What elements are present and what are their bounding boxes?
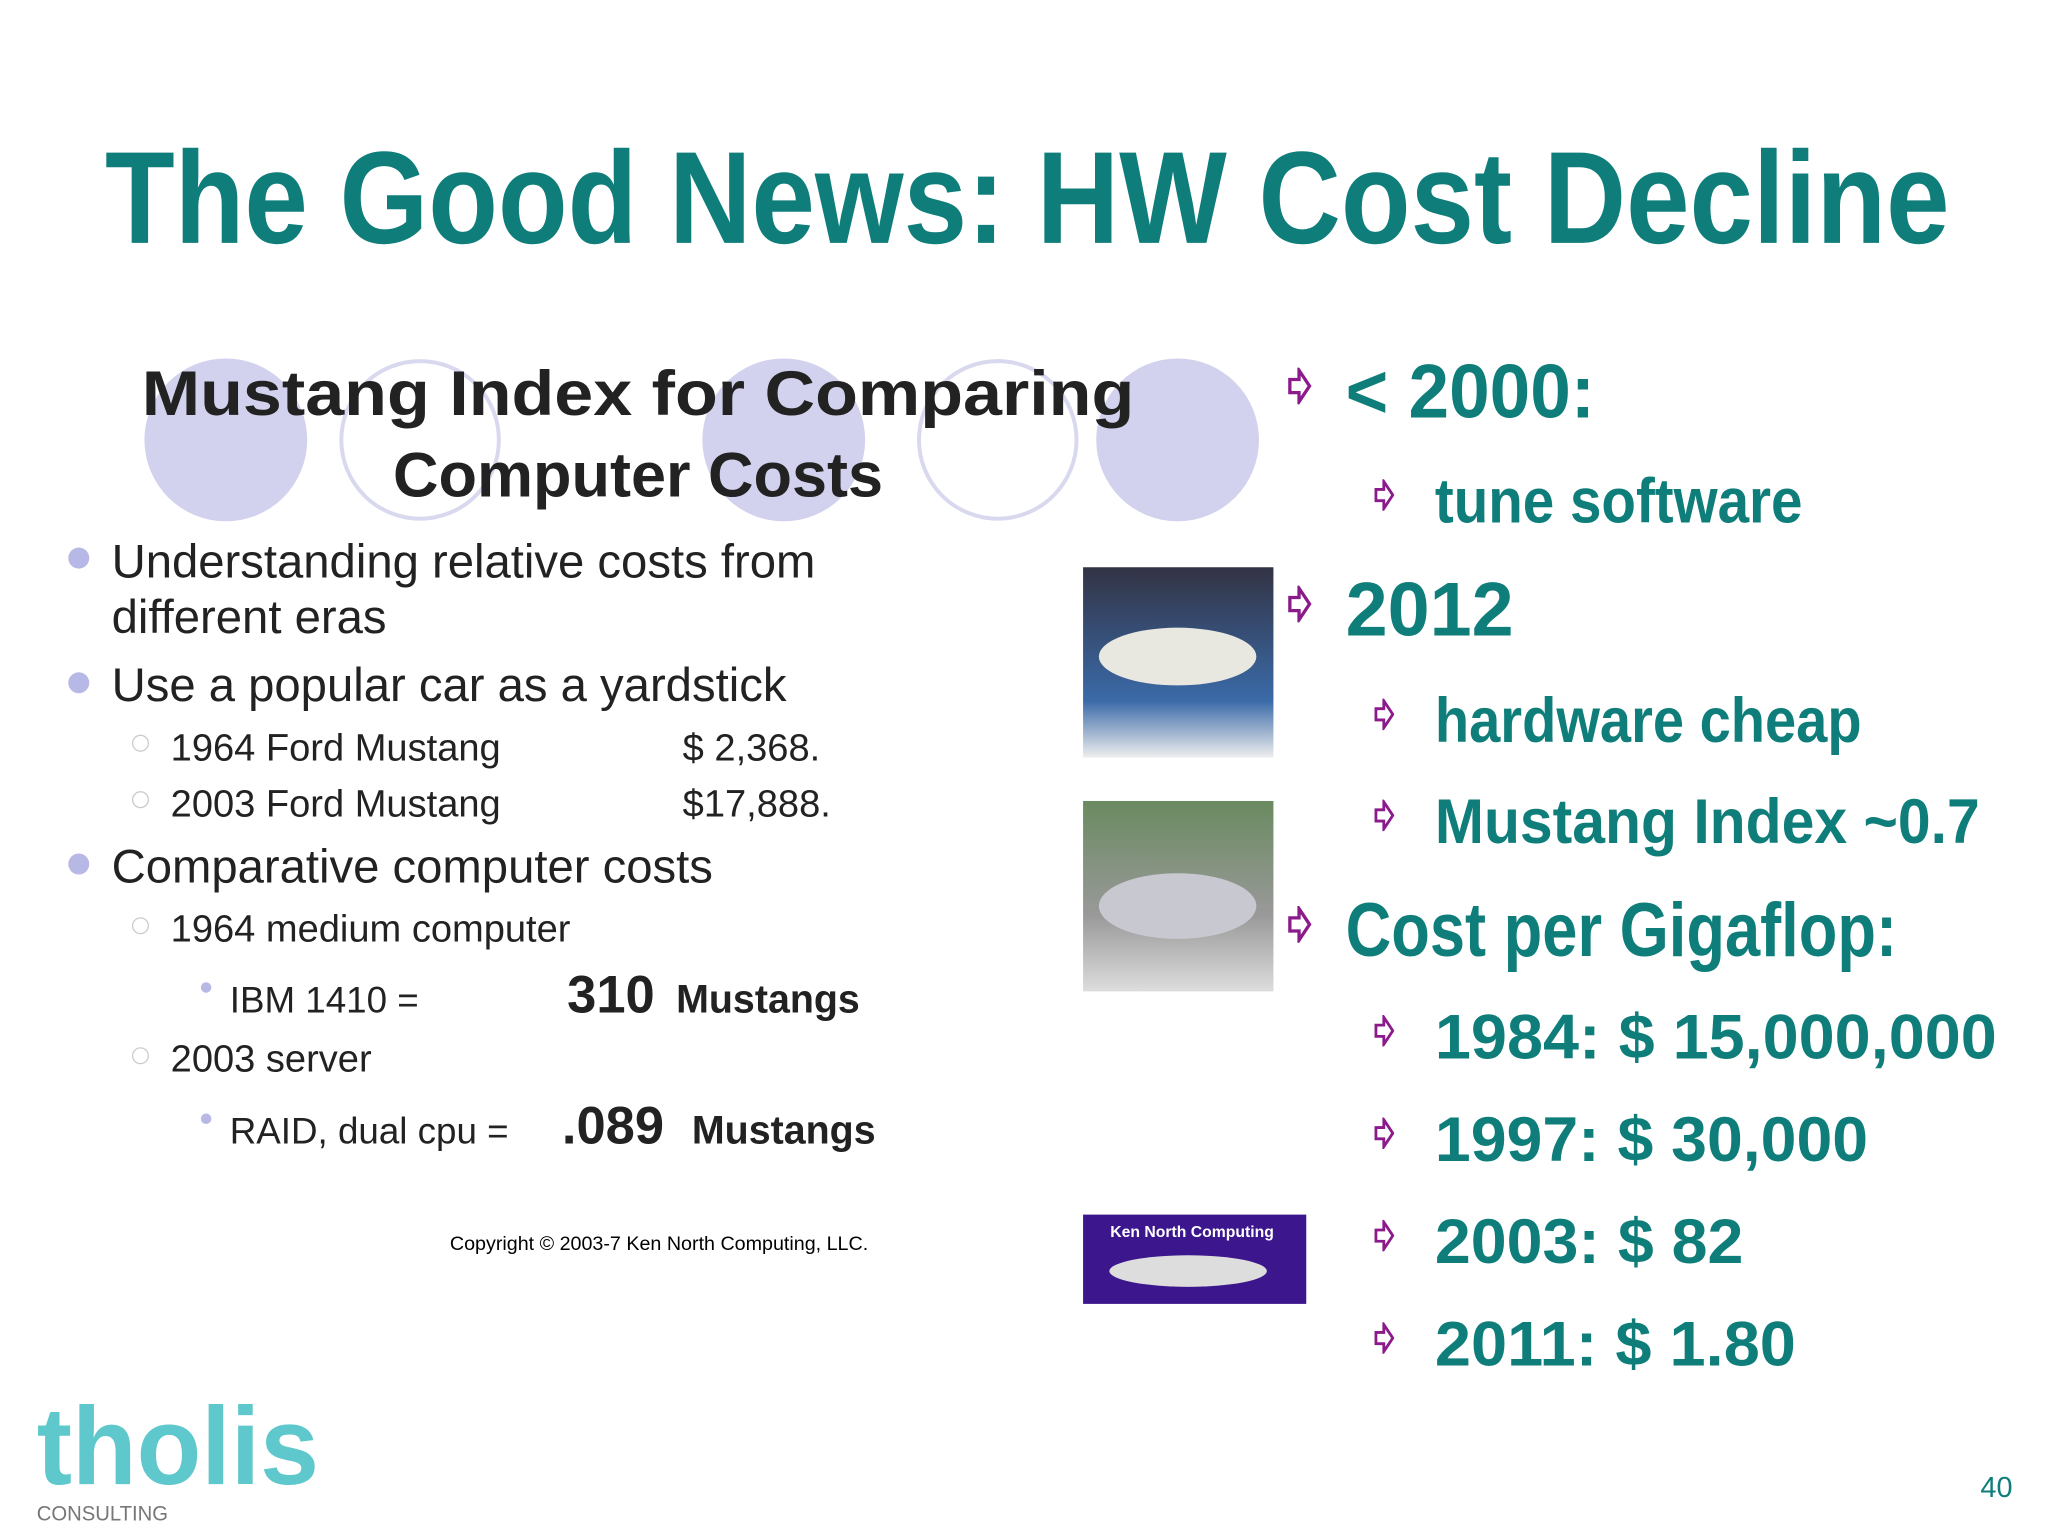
car-shape (1098, 627, 1257, 686)
bullet-text: 2012 (1346, 568, 1514, 653)
sub-sub-bullet (200, 982, 212, 993)
logo-text: Ken North Computing (1110, 1224, 1274, 1241)
sub-bullet-text: hardware cheap (1435, 686, 1862, 756)
bullet-arrow (1288, 368, 1312, 404)
price: $17,888. (683, 784, 831, 826)
bullet-list: < 2000: tune software 2012 hardware cheap Mu… (1288, 350, 1997, 1380)
text-line: 2003 server (171, 1038, 372, 1080)
bullet-text: < 2000: (1346, 350, 1595, 435)
copyright: Copyright © 2003-7 Ken North Computing, … (450, 1233, 868, 1255)
sub-bullet (131, 734, 150, 752)
price: $ 2,368. (683, 727, 821, 769)
sub-bullet-arrow (1374, 1220, 1395, 1251)
bullet-dot (68, 853, 90, 875)
car-shape (1098, 873, 1257, 939)
text-line: Comparative computer costs (112, 840, 713, 893)
text-line: IBM 1410 = (230, 979, 419, 1020)
ratio-unit: Mustangs (676, 977, 860, 1021)
sub-bullet-text: tune software (1435, 467, 1803, 537)
bullet-dot (68, 672, 90, 694)
decor-circle (917, 359, 1079, 521)
footer-logo-sub: CONSULTING (37, 1503, 168, 1526)
heading: Mustang Index for Comparing (142, 359, 1134, 429)
sub-bullet-arrow (1374, 1118, 1395, 1149)
sub-bullet (131, 1047, 150, 1065)
bullet-arrow (1288, 906, 1312, 942)
text-line: 1964 Ford Mustang (171, 727, 501, 769)
decor-circle (339, 359, 501, 521)
text-line: 2003 Ford Mustang (171, 784, 501, 826)
sub-bullet-arrow (1374, 1323, 1395, 1353)
sub-bullet-text: 2003: $ 82 (1435, 1207, 1744, 1277)
sub-bullet-arrow (1374, 480, 1395, 510)
bullet-dot (68, 547, 90, 569)
sub-bullet-arrow (1374, 1015, 1395, 1046)
text-line: Understanding relative costs from (112, 536, 816, 589)
text-line: Use a popular car as a yardstick (112, 659, 787, 712)
page-number: 40 (1980, 1472, 2012, 1504)
bullet-arrow (1288, 586, 1312, 622)
sub-bullet-text: 2011: $ 1.80 (1435, 1310, 1796, 1380)
sub-bullet-arrow (1374, 699, 1395, 730)
ratio-amount: 310 (567, 965, 655, 1024)
text-line: different eras (112, 591, 387, 644)
sub-bullet-text: 1984: $ 15,000,000 (1435, 1002, 1997, 1072)
decor-circle (1096, 358, 1259, 522)
sub-bullet-text: 1997: $ 30,000 (1435, 1105, 1868, 1175)
ratio-amount: .089 (562, 1097, 664, 1156)
bullet-text: Cost per Gigaflop: (1346, 888, 1897, 973)
decor-circle (144, 358, 308, 522)
ratio-unit: Mustangs (692, 1109, 876, 1153)
mustang-image: Mustang Index for Comparing Computer Cos… (68, 358, 1259, 1255)
text-line: 1964 medium computer (171, 908, 571, 950)
sub-sub-bullet (200, 1113, 212, 1125)
sub-bullet (131, 791, 150, 809)
slide-title: The Good News: HW Cost Decline (105, 124, 1950, 271)
logo-shape (1109, 1255, 1267, 1287)
sub-bullet-text: Mustang Index ~0.7 (1435, 787, 1980, 857)
text-line: RAID, dual cpu = (230, 1111, 509, 1152)
sub-bullet (131, 917, 150, 935)
sub-bullet-arrow (1374, 800, 1395, 831)
footer-logo: tholis (37, 1385, 319, 1508)
decor-circle (702, 358, 866, 522)
heading: Computer Costs (393, 440, 883, 510)
